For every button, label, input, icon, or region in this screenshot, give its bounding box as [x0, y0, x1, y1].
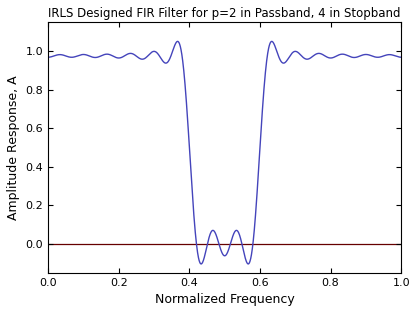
Y-axis label: Amplitude Response, A: Amplitude Response, A	[7, 75, 20, 220]
Title: IRLS Designed FIR Filter for p=2 in Passband, 4 in Stopband: IRLS Designed FIR Filter for p=2 in Pass…	[48, 7, 401, 20]
X-axis label: Normalized Frequency: Normalized Frequency	[155, 293, 294, 306]
